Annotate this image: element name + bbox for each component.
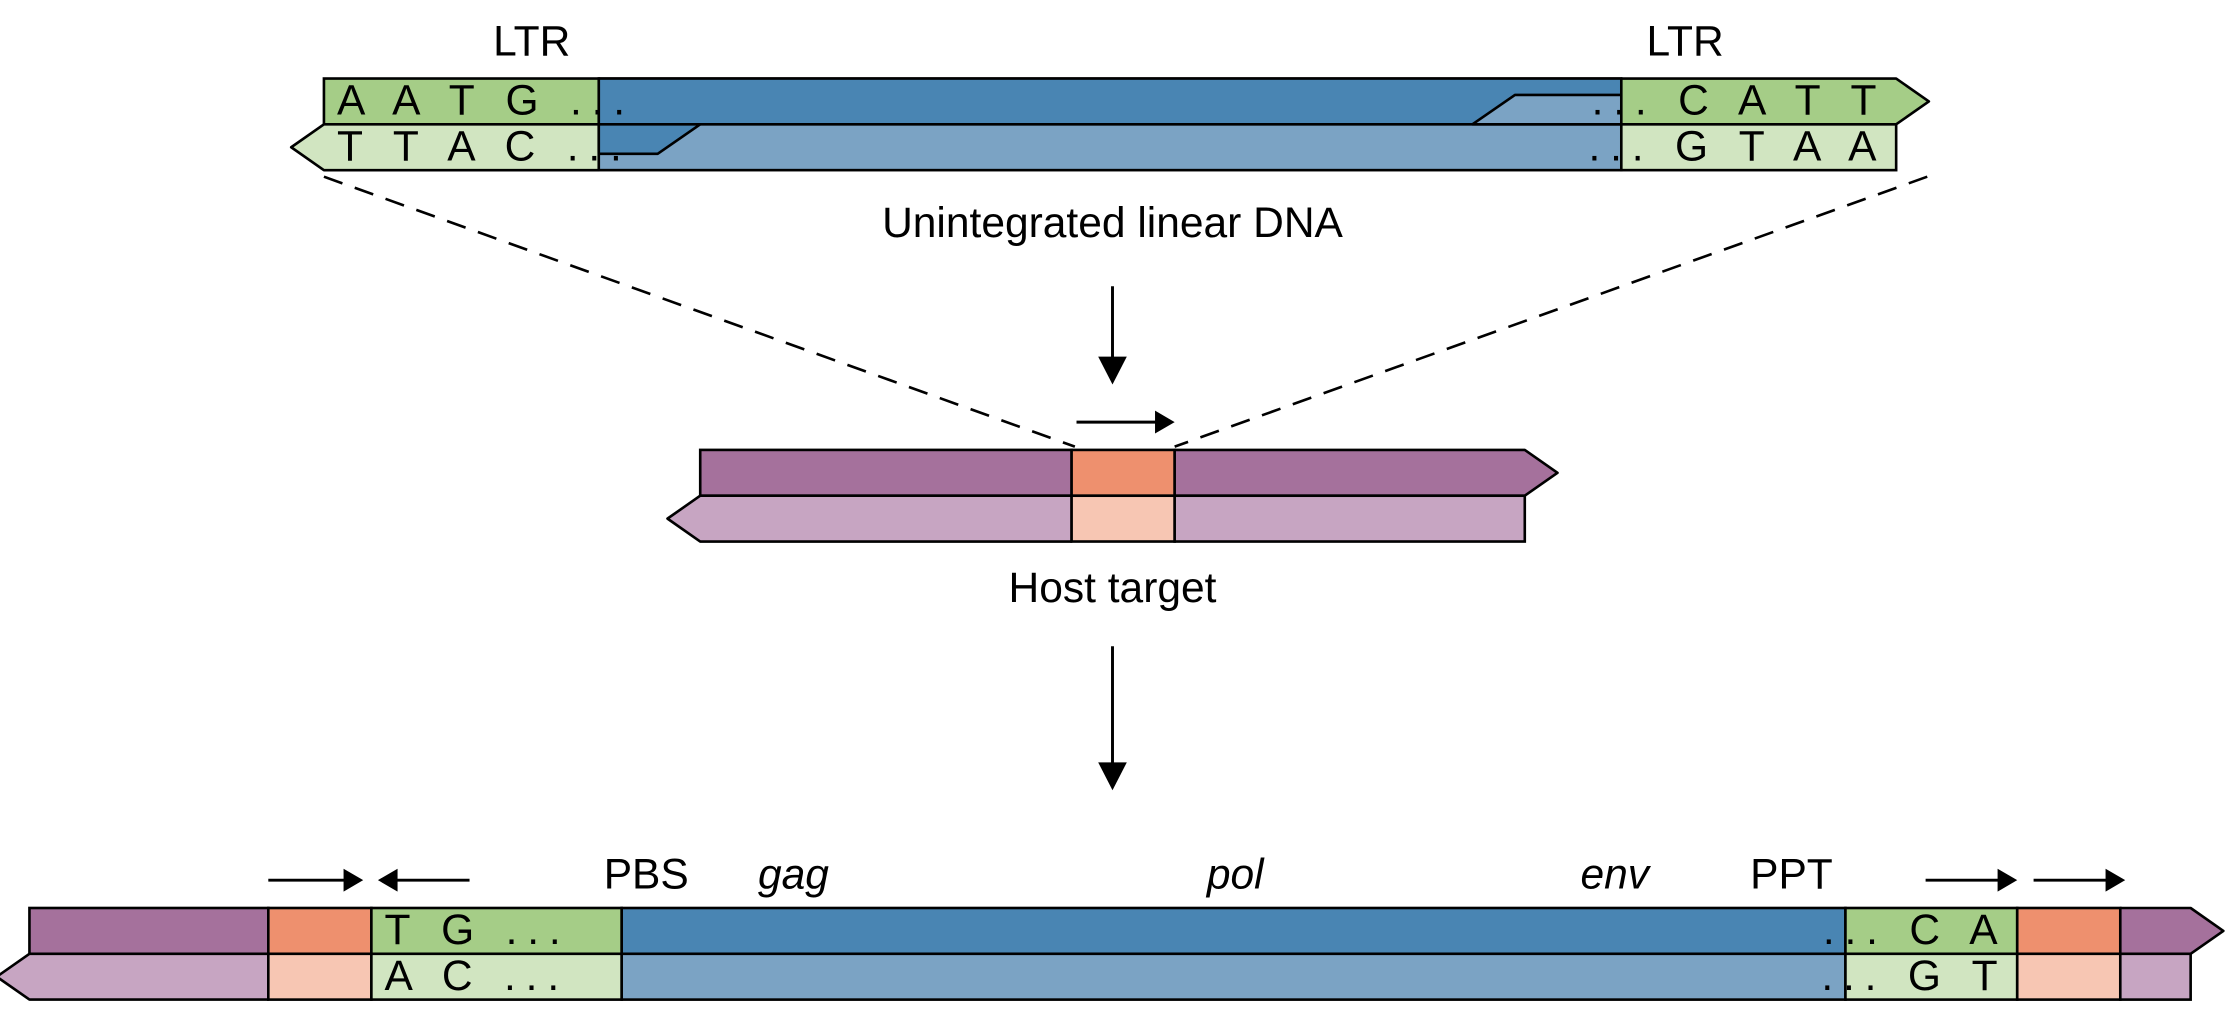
p3-tgtR-top: [2017, 908, 2120, 954]
p3-lbl-pol: pol: [1205, 850, 1265, 898]
p3-lbl-pbs: PBS: [604, 850, 689, 898]
p3-seqR-bot: ... G T: [1821, 952, 2007, 1000]
p1-seq-rb: ... G T A A: [1588, 122, 1886, 170]
p2-host-top-left: [700, 450, 1071, 496]
p3-hostR-bot: [2120, 954, 2190, 1000]
p3-mini-r2-head: [2106, 869, 2126, 892]
p1-seq-lt: A A T G ...: [337, 77, 635, 125]
panel1-ltr-label-right: LTR: [1647, 18, 1724, 66]
panel1-ltr-label-left: LTR: [493, 18, 570, 66]
p3-mini-l1-head: [344, 869, 364, 892]
arrow-2-head: [1098, 762, 1127, 790]
p2-caption: Host target: [1009, 564, 1217, 612]
p2-host-top-right: [1175, 450, 1558, 496]
p2-host-bot-left: [668, 496, 1072, 542]
p3-tgtL-top: [268, 908, 371, 954]
p3-mini-l2-head: [378, 869, 398, 892]
p3-viral-bot: [622, 954, 1846, 1000]
p3-lbl-env: env: [1580, 850, 1651, 898]
p3-lbl-ppt: PPT: [1750, 850, 1833, 898]
p1-viral-bot-rect: [599, 124, 1622, 170]
p2-target-top: [1072, 450, 1175, 496]
p3-hostL-top: [29, 908, 268, 954]
p2-mini-arrow-head: [1155, 411, 1175, 434]
p3-hostR-top: [2120, 908, 2223, 954]
p3-viral-top: [622, 908, 1846, 954]
p1-viral-top-rect: [599, 79, 1622, 125]
p2-host-bot-right: [1175, 496, 1525, 542]
arrow-1-head: [1098, 357, 1127, 385]
p3-lbl-gag: gag: [758, 850, 829, 898]
p3-seqL-bot: A C ...: [384, 952, 569, 1000]
p1-caption: Unintegrated linear DNA: [882, 199, 1343, 247]
p3-tgtR-bot: [2017, 954, 2120, 1000]
p1-seq-rt: ... C A T T: [1592, 77, 1887, 125]
p3-mini-r1-head: [1998, 869, 2018, 892]
p1-seq-lb: T T A C ...: [337, 122, 632, 170]
p3-hostL-bot: [0, 954, 268, 1000]
p3-seqR-top: ... C A: [1823, 906, 2008, 954]
p2-target-bot: [1072, 496, 1175, 542]
p3-seqL-top: T G ...: [384, 906, 570, 954]
p3-tgtL-bot: [268, 954, 371, 1000]
